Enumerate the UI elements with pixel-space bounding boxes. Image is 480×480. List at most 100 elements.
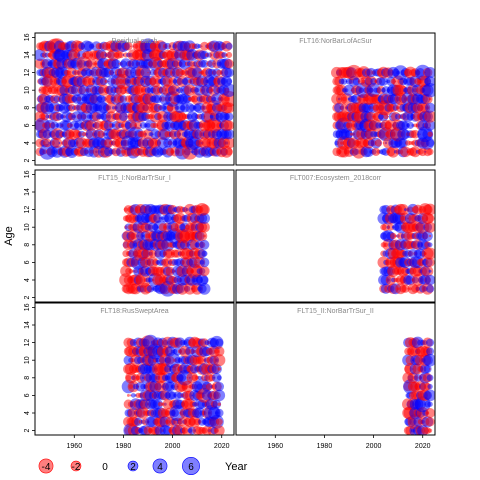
bubble [214, 346, 225, 357]
bubble [105, 102, 117, 114]
bubble [80, 110, 93, 123]
x-axis-label: Year [225, 461, 248, 473]
bubble [181, 380, 194, 393]
bubble [173, 347, 182, 356]
x-tick-label: 1980 [317, 443, 333, 450]
bubble [201, 250, 208, 257]
panel-title: FLT15_II:NorBarTrSur_II [297, 308, 374, 315]
bubble [380, 142, 382, 144]
bubble [99, 77, 108, 86]
bubble [124, 41, 133, 51]
bubble [223, 128, 234, 140]
bubble [428, 428, 433, 433]
bubble [217, 367, 222, 371]
bubble [424, 389, 435, 402]
y-tick-label: 6 [24, 123, 31, 127]
bubble [140, 67, 151, 78]
bubble [200, 59, 209, 68]
bubble [86, 119, 97, 131]
x-tick-label: 2000 [165, 443, 181, 450]
panel-5: FLT18:RusSweptArea 2 4 6 8 10 12 14 16 [24, 302, 235, 436]
y-tick-label: 14 [24, 51, 31, 59]
bubble [427, 383, 433, 390]
panel-1: Residual catch 2 4 6 8 10 12 14 16 [24, 32, 235, 166]
bubbles [331, 64, 435, 159]
bubble [118, 112, 128, 122]
x-axis: 1960 1980 2000 2020 1960 1980 2000 2020 [67, 435, 431, 450]
bubble [424, 221, 435, 233]
y-tick-label: 8 [24, 106, 31, 110]
bubble [130, 393, 136, 398]
bubble [387, 223, 395, 231]
bubble [425, 417, 435, 427]
panel-frame [235, 32, 436, 166]
panel-6: FLT15_II:NorBarTrSur_II [235, 302, 436, 436]
legend-bubble [70, 460, 82, 472]
bubbles [121, 334, 226, 435]
bubble [213, 425, 225, 435]
bubble [126, 393, 130, 397]
bubble [165, 266, 175, 276]
y-tick-label: 16 [24, 33, 31, 41]
y-tick-label: 4 [24, 278, 31, 282]
bubble [378, 76, 388, 86]
bubble [411, 129, 420, 139]
bubble [426, 374, 434, 382]
bubble [424, 120, 435, 131]
bubble [182, 94, 192, 104]
x-tick-label: 2020 [214, 443, 230, 450]
bubble [103, 120, 114, 131]
bubble [423, 353, 435, 367]
y-axis-label: Age [3, 226, 15, 246]
x-tick-label: 1960 [268, 443, 284, 450]
bubble [340, 93, 353, 105]
bubble [217, 402, 222, 406]
bubble [158, 216, 162, 220]
legend-label: 2 [130, 462, 136, 473]
bubble [349, 132, 354, 136]
y-tick-label: 16 [24, 170, 31, 178]
y-tick-label: 4 [24, 411, 31, 415]
panel-2: FLT16:NorBarLofAcSur [235, 32, 436, 166]
bubble [125, 116, 127, 118]
y-tick-label: 6 [24, 260, 31, 264]
bubble [97, 130, 106, 139]
bubble [179, 58, 191, 70]
bubble [424, 76, 435, 87]
bubble [385, 274, 396, 286]
bubble [370, 78, 377, 85]
bubble [191, 67, 203, 78]
bubble [426, 347, 435, 356]
bubble [226, 78, 233, 85]
y-tick-label: 2 [24, 429, 31, 433]
bubbles [35, 38, 234, 160]
bubble [86, 58, 97, 70]
bubble [152, 399, 163, 410]
bubble [374, 139, 383, 147]
y-tick-label: 14 [24, 321, 31, 329]
bubble [213, 389, 226, 402]
bubble [224, 120, 234, 131]
bubble [422, 83, 435, 98]
bubble [100, 51, 108, 59]
y-tick-label: 2 [24, 296, 31, 300]
bubble [409, 146, 421, 158]
bubble [226, 51, 233, 59]
bubble [42, 129, 52, 139]
bubble [352, 77, 361, 86]
bubble [426, 148, 434, 156]
bubble [199, 266, 210, 277]
bubble [157, 401, 163, 407]
bubble [199, 204, 210, 215]
bubble [344, 130, 354, 139]
bubble [363, 146, 374, 157]
bubble [424, 66, 435, 79]
bubble [224, 112, 234, 121]
bubble [387, 146, 399, 158]
legend-bubble [38, 458, 54, 474]
bubble [215, 408, 224, 418]
bubble [203, 234, 206, 238]
bubble [426, 138, 435, 148]
bubble [130, 45, 132, 47]
panel-title: FLT007:Ecosystem_2018corr [290, 175, 382, 182]
